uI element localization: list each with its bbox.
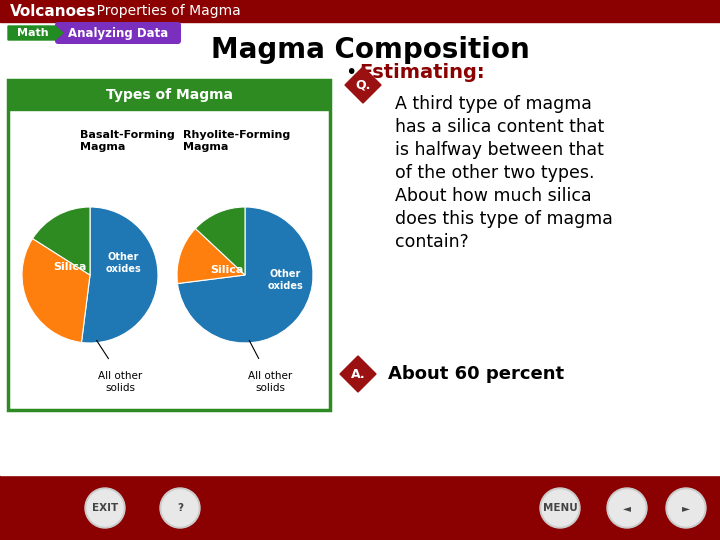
Text: Estimating:: Estimating: <box>359 63 485 82</box>
Polygon shape <box>340 356 376 392</box>
Text: MENU: MENU <box>543 503 577 513</box>
Circle shape <box>87 490 123 526</box>
Circle shape <box>666 488 706 528</box>
Text: About how much silica: About how much silica <box>395 187 592 205</box>
Text: Rhyolite-Forming
Magma: Rhyolite-Forming Magma <box>183 130 290 152</box>
Text: •: • <box>345 63 356 82</box>
Text: All other
solids: All other solids <box>98 371 142 393</box>
Text: Analyzing Data: Analyzing Data <box>68 26 168 39</box>
Text: A.: A. <box>351 368 365 381</box>
Text: Other
oxides: Other oxides <box>105 252 141 274</box>
Text: does this type of magma: does this type of magma <box>395 210 613 228</box>
Text: Magma Composition: Magma Composition <box>211 36 529 64</box>
Text: of the other two types.: of the other two types. <box>395 164 595 182</box>
Text: All other
solids: All other solids <box>248 371 292 393</box>
Wedge shape <box>178 207 313 343</box>
Circle shape <box>609 490 645 526</box>
Text: Types of Magma: Types of Magma <box>106 88 233 102</box>
Bar <box>0 0 720 22</box>
Text: ►: ► <box>682 503 690 513</box>
Text: EXIT: EXIT <box>92 503 118 513</box>
Bar <box>0 475 720 540</box>
Wedge shape <box>32 207 90 275</box>
Circle shape <box>162 490 198 526</box>
Polygon shape <box>345 67 381 103</box>
Circle shape <box>542 490 578 526</box>
Text: Math: Math <box>17 28 49 38</box>
Text: is halfway between that: is halfway between that <box>395 141 604 159</box>
Polygon shape <box>0 435 720 475</box>
Circle shape <box>160 488 200 528</box>
Circle shape <box>668 490 704 526</box>
Text: A third type of magma: A third type of magma <box>395 95 592 113</box>
Text: Basalt-Forming
Magma: Basalt-Forming Magma <box>80 130 175 152</box>
Bar <box>8 80 330 410</box>
Text: Silica: Silica <box>210 265 243 275</box>
Text: has a silica content that: has a silica content that <box>395 118 604 136</box>
Text: ?: ? <box>177 503 183 513</box>
Text: contain?: contain? <box>395 233 469 251</box>
Wedge shape <box>81 207 158 343</box>
Circle shape <box>85 488 125 528</box>
Bar <box>8 80 330 110</box>
Circle shape <box>607 488 647 528</box>
Text: Other
oxides: Other oxides <box>267 269 303 291</box>
Text: - Properties of Magma: - Properties of Magma <box>83 4 240 18</box>
Text: About 60 percent: About 60 percent <box>388 365 564 383</box>
Wedge shape <box>195 207 245 275</box>
Circle shape <box>540 488 580 528</box>
Text: ◄: ◄ <box>623 503 631 513</box>
Bar <box>0 22 720 475</box>
FancyBboxPatch shape <box>55 22 181 44</box>
Text: Q.: Q. <box>355 78 371 91</box>
Wedge shape <box>22 239 90 342</box>
Text: Volcanoes: Volcanoes <box>10 3 96 18</box>
Wedge shape <box>177 228 245 284</box>
Polygon shape <box>8 26 63 40</box>
Text: Silica: Silica <box>53 262 86 272</box>
